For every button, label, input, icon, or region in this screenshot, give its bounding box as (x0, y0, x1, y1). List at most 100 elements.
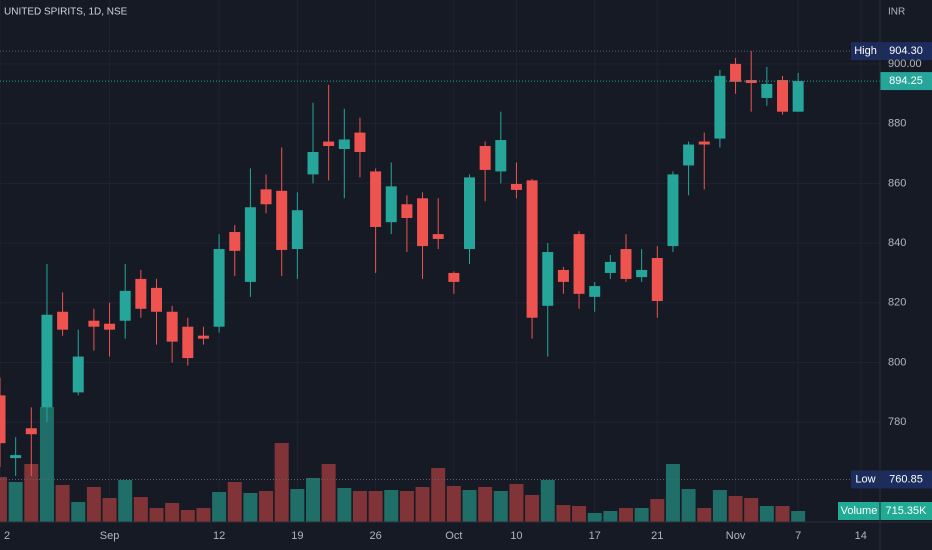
y-tick-label: 880 (888, 118, 906, 130)
volume-bar (540, 480, 555, 522)
low-value-box (880, 470, 932, 489)
low-label-text: Low (855, 473, 875, 485)
candle-body (260, 189, 272, 205)
volume-bar (619, 508, 633, 522)
x-tick-label: Oct (445, 530, 462, 542)
candle-body (401, 204, 413, 218)
volume-bar (352, 491, 367, 522)
volume-bar (509, 484, 524, 522)
volume-bar (71, 502, 86, 522)
volume-value-box (880, 502, 932, 520)
candle-body (307, 152, 319, 175)
y-tick-label: 780 (888, 416, 906, 428)
volume-bar (759, 506, 774, 522)
candle-body (448, 272, 460, 282)
candle-body (244, 207, 256, 282)
volume-bar (227, 482, 242, 522)
volume-bar (118, 480, 133, 522)
volume-bar (478, 487, 493, 522)
candle-body (604, 261, 616, 273)
low-label-box (851, 470, 880, 489)
volume-value-text: 715.35K (886, 505, 928, 517)
candle-body (41, 314, 53, 408)
volume-bar (290, 489, 305, 522)
candle-body (197, 335, 209, 339)
last-price-box (880, 72, 932, 91)
y-tick-label: 900.00 (888, 58, 922, 70)
volume-bar (697, 508, 712, 522)
x-tick-label: 7 (795, 530, 801, 542)
x-tick-label: Nov (726, 530, 746, 542)
volume-bar (634, 508, 649, 522)
candle-body (10, 455, 22, 459)
volume-bar (337, 488, 352, 522)
y-tick-label: 820 (888, 297, 906, 309)
candle-body (510, 183, 522, 190)
volume-label-text: Volume (841, 505, 878, 517)
x-tick-label: 12 (213, 530, 225, 542)
x-tick-label: 17 (589, 530, 601, 542)
volume-bar (446, 486, 461, 522)
candle-body (182, 326, 194, 359)
x-tick-label: 19 (291, 530, 303, 542)
high-label-box (851, 42, 880, 61)
candle-body (667, 174, 679, 247)
high-value-box (880, 42, 932, 61)
candle-body (698, 141, 710, 145)
volume-bar (556, 505, 571, 522)
volume-bar (259, 491, 274, 522)
candle-body (135, 278, 147, 309)
x-tick-label: Sep (100, 530, 120, 542)
candle-body (119, 290, 131, 321)
candle-body (479, 146, 491, 170)
volume-bar (587, 513, 602, 522)
volume-bar (165, 503, 180, 522)
candle-body (166, 311, 178, 342)
volume-bar (24, 464, 39, 522)
volume-bar (306, 478, 320, 522)
volume-bar (321, 464, 336, 522)
candle-body (730, 63, 742, 82)
volume-bar (274, 443, 289, 522)
volume-bar (86, 487, 101, 522)
volume-bar (712, 490, 727, 522)
y-tick-label: 840 (888, 237, 906, 249)
volume-bar (431, 468, 446, 522)
volume-bar (102, 498, 117, 522)
volume-bar (525, 495, 540, 522)
candle-body (338, 139, 350, 150)
high-value-text: 904.30 (889, 45, 923, 57)
candle-body (557, 269, 569, 282)
volume-bar (728, 496, 743, 522)
volume-label-box (838, 502, 880, 520)
volume-bar (149, 508, 164, 522)
candle-body (213, 249, 225, 327)
volume-bar (243, 493, 258, 522)
volume-bar (8, 482, 23, 522)
volume-bar (180, 510, 195, 522)
candle-body (792, 81, 804, 112)
low-value-text: 760.85 (889, 473, 923, 485)
volume-bar (572, 506, 587, 522)
volume-bar (650, 499, 665, 522)
volume-bar (368, 491, 383, 522)
volume-bar (384, 490, 399, 522)
candle-body (88, 320, 100, 327)
x-tick-label: 21 (651, 530, 663, 542)
volume-bar (791, 510, 806, 522)
candle-body (229, 232, 241, 251)
volume-bar (55, 485, 70, 522)
x-tick-label: 14 (855, 530, 867, 542)
candle-body (464, 177, 475, 250)
candle-body (276, 190, 288, 250)
candle-body (651, 258, 663, 302)
candle-body (761, 83, 773, 98)
symbol-title: UNITED SPIRITS, 1D, NSE (4, 7, 128, 18)
candle-body (323, 141, 335, 147)
candle-body (385, 186, 397, 223)
volume-bar (603, 511, 618, 522)
high-label-text: High (854, 45, 877, 57)
volume-bar (462, 490, 477, 522)
